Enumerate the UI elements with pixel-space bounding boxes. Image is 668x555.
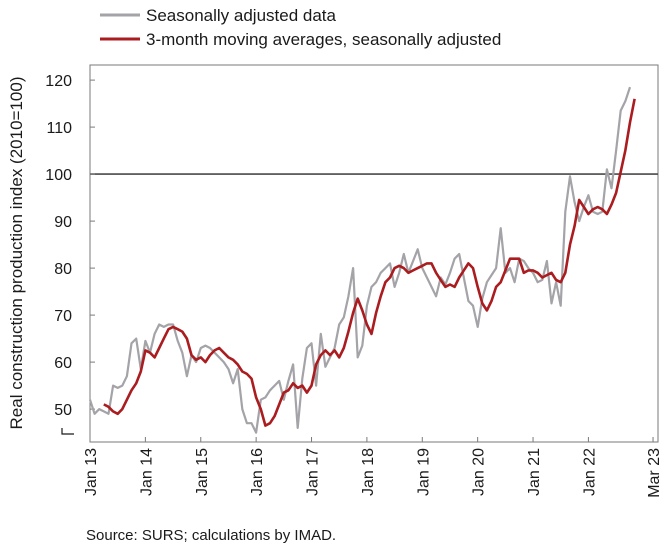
y-tick-label: 70	[54, 308, 72, 325]
x-tick-label: Mar 23	[646, 448, 663, 498]
y-tick-label: 50	[54, 402, 72, 419]
x-tick-label: Jan 14	[138, 448, 155, 496]
x-tick-label: Jan 13	[83, 448, 100, 496]
x-tick-label: Jan 15	[194, 448, 211, 496]
y-axis-title: Real construction production index (2010…	[7, 77, 26, 430]
legend-label-seasonally-adjusted: Seasonally adjusted data	[146, 6, 337, 25]
legend: Seasonally adjusted data 3-month moving …	[100, 6, 501, 49]
y-tick-label: 60	[54, 355, 72, 372]
y-tick-label: 90	[54, 214, 72, 231]
legend-label-moving-average: 3-month moving averages, seasonally adju…	[146, 30, 501, 49]
x-tick-label: Jan 20	[471, 448, 488, 496]
x-tick-label: Jan 16	[249, 448, 266, 496]
series-layer	[88, 86, 636, 434]
plot-frame	[89, 64, 659, 443]
y-tick-label: 100	[45, 167, 72, 184]
y-axis: 50 60 70 80 90 100 110 120	[45, 73, 95, 419]
x-tick-label: Jan 21	[526, 448, 543, 496]
y-tick-label: 80	[54, 261, 72, 278]
series-line-seasonally-adjusted	[88, 86, 632, 434]
x-tick-label: Jan 17	[305, 448, 322, 496]
y-tick-label: 110	[46, 120, 72, 137]
x-axis: Jan 13 Jan 14 Jan 15 Jan 16 Jan 17 Jan 18 Jan …	[83, 437, 663, 498]
axis-break-marker	[61, 428, 74, 435]
series-line-moving-average	[103, 98, 636, 427]
y-tick-label: 120	[45, 73, 72, 90]
source-note: Source: SURS; calculations by IMAD.	[86, 527, 337, 544]
x-tick-label: Jan 22	[581, 448, 598, 496]
x-tick-label: Jan 18	[360, 448, 377, 496]
x-tick-label: Jan 19	[415, 448, 432, 496]
